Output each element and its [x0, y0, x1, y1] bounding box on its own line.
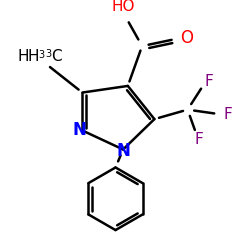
Text: O: O: [180, 28, 193, 46]
Text: 3: 3: [45, 49, 52, 59]
Text: N: N: [116, 142, 130, 160]
Text: HO: HO: [111, 0, 135, 14]
Text: F: F: [194, 132, 203, 148]
Text: F: F: [223, 107, 232, 122]
Text: 3: 3: [39, 50, 45, 60]
Text: H: H: [27, 49, 39, 64]
Text: N: N: [72, 120, 86, 138]
Text: H: H: [18, 49, 29, 64]
Text: C: C: [51, 49, 62, 64]
Text: F: F: [204, 74, 213, 89]
